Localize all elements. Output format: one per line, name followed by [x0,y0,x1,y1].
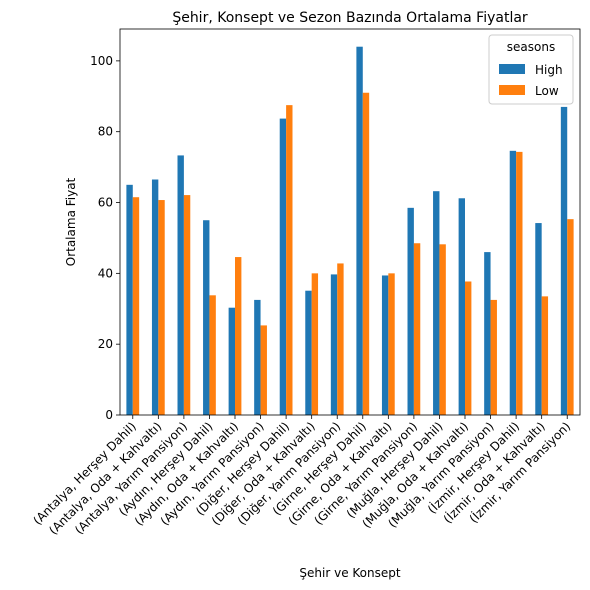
bar-high-15 [509,150,517,415]
bar-high-10 [381,275,389,415]
legend: seasons High Low [488,34,574,105]
bar-low-10 [388,273,395,415]
bar-high-9 [356,46,363,415]
bar-high-12 [433,191,440,415]
bar-low-9 [362,92,370,416]
y-tick-label: 100 [90,54,113,68]
bar-high-8 [330,274,338,415]
bar-high-4 [228,307,235,415]
bar-low-16 [541,296,549,415]
bar-low-7 [311,273,319,415]
y-tick-label: 40 [98,266,113,280]
bar-low-14 [490,299,497,415]
bar-high-11 [407,207,414,415]
legend-swatch-high [499,64,525,74]
bar-high-17 [560,106,568,415]
bar-low-11 [413,243,421,415]
bar-high-0 [126,184,133,415]
bar-low-0 [132,197,140,415]
legend-swatch-low [499,85,525,95]
y-tick-label: 60 [98,196,113,210]
bar-high-16 [535,223,542,415]
bar-low-13 [465,281,472,415]
x-axis: (Antalya, Herşey Dahil)(Antalya, Oda + K… [30,415,573,537]
bar-low-2 [183,195,191,415]
bar-high-6 [279,118,287,416]
bar-high-1 [151,179,159,415]
bar-low-17 [567,219,574,415]
plot-frame [119,28,581,416]
bar-low-5 [260,325,267,415]
legend-title: seasons [507,40,555,54]
bar-high-13 [458,198,465,415]
y-axis-label: Ortalama Fiyat [64,177,78,266]
bar-low-1 [158,200,165,415]
legend-label-high: High [535,63,563,77]
bar-low-6 [286,105,293,416]
bar-low-4 [235,257,242,415]
y-tick-label: 0 [105,408,113,422]
bar-high-2 [177,155,184,415]
bar-high-7 [305,290,312,415]
x-axis-label: Şehir ve Konsept [299,566,400,580]
y-tick-label: 20 [98,337,113,351]
bar-low-12 [439,244,446,415]
legend-label-low: Low [535,84,559,98]
bar-high-5 [254,299,261,415]
y-tick-label: 80 [98,125,113,139]
bar-low-3 [209,295,216,415]
bar-low-8 [337,263,344,415]
chart-title: Şehir, Konsept ve Sezon Bazında Ortalama… [172,10,528,26]
bars-group [126,46,574,416]
y-axis: 0 20 40 60 80 100 [90,54,120,422]
bar-high-14 [484,252,491,415]
bar-low-15 [516,151,523,415]
bar-high-3 [203,220,210,415]
